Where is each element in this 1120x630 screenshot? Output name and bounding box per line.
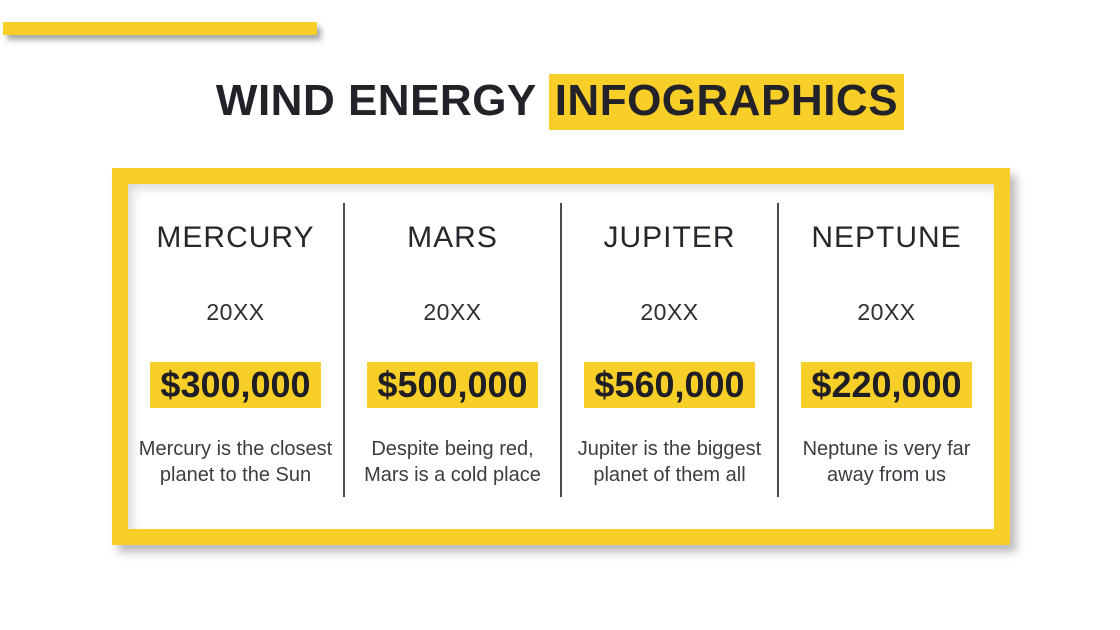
column-description: Jupiter is the biggest planet of them al… [577, 438, 762, 486]
column-header: MERCURY [156, 221, 315, 254]
column-year: 20XX [423, 299, 482, 325]
column-amount-row: $500,000 [345, 362, 560, 408]
column-description: Neptune is very far away from us [802, 438, 971, 486]
page-title: WIND ENERGY INFOGRAPHICS [0, 74, 1120, 130]
column-description: Mercury is the closest planet to the Sun [138, 438, 333, 486]
column-header: JUPITER [603, 221, 736, 254]
column-header: NEPTUNE [811, 221, 962, 254]
accent-bar [3, 22, 317, 35]
table-column-mars: MARS 20XX $500,000 Despite being red, Ma… [345, 184, 560, 488]
column-amount: $220,000 [801, 362, 972, 408]
column-divider [343, 203, 345, 497]
column-header: MARS [407, 221, 498, 254]
column-divider [777, 203, 779, 497]
column-amount: $500,000 [367, 362, 538, 408]
column-amount-row: $560,000 [562, 362, 777, 408]
column-year: 20XX [640, 299, 699, 325]
table-column-jupiter: JUPITER 20XX $560,000 Jupiter is the big… [562, 184, 777, 488]
column-amount: $560,000 [584, 362, 755, 408]
column-amount-row: $220,000 [779, 362, 994, 408]
column-amount-row: $300,000 [128, 362, 343, 408]
column-description: Despite being red, Mars is a cold place [364, 438, 541, 486]
column-amount: $300,000 [150, 362, 321, 408]
table-column-mercury: MERCURY 20XX $300,000 Mercury is the clo… [128, 184, 343, 488]
column-year: 20XX [206, 299, 265, 325]
comparison-table: MERCURY 20XX $300,000 Mercury is the clo… [112, 168, 1010, 545]
column-divider [560, 203, 562, 497]
page-title-highlight: INFOGRAPHICS [548, 74, 905, 130]
column-year: 20XX [857, 299, 916, 325]
table-column-neptune: NEPTUNE 20XX $220,000 Neptune is very fa… [779, 184, 994, 488]
page-title-plain: WIND ENERGY [215, 76, 549, 125]
